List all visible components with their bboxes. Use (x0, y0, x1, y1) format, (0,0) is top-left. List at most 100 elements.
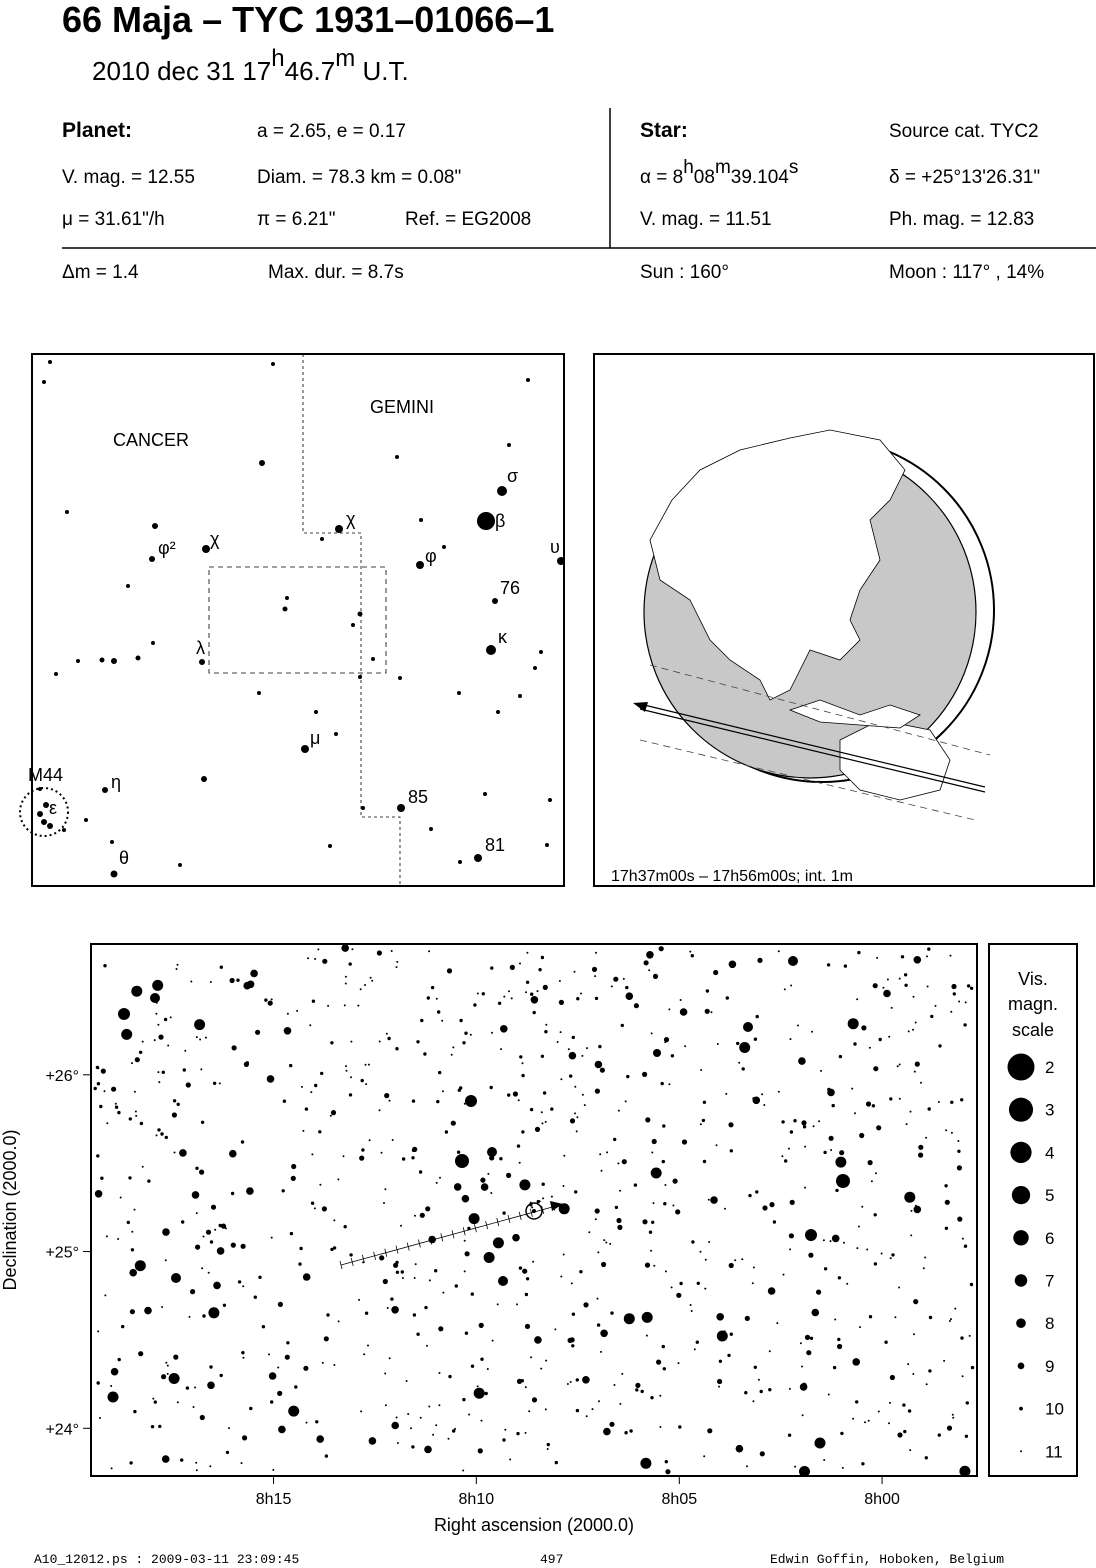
star (141, 1040, 144, 1043)
star (282, 1099, 287, 1103)
bright-star (743, 1022, 753, 1032)
star (435, 997, 438, 1000)
star (699, 1123, 702, 1126)
star (518, 1161, 521, 1164)
star (808, 1252, 814, 1258)
star (868, 1315, 873, 1319)
star (952, 1416, 955, 1419)
star (438, 1326, 444, 1332)
star (563, 1154, 566, 1157)
star (209, 1365, 213, 1369)
star (519, 1055, 523, 1059)
star (960, 1098, 964, 1102)
star (129, 1461, 133, 1465)
star (677, 1362, 680, 1365)
star (194, 1019, 206, 1031)
star (195, 1212, 198, 1215)
star (856, 1247, 859, 1250)
star (176, 1102, 180, 1107)
star (442, 1291, 445, 1294)
star (753, 1037, 758, 1041)
moon: Moon : 117° , 14% (889, 262, 1044, 283)
star (188, 1315, 191, 1318)
star (405, 1380, 408, 1382)
finder-star (65, 510, 69, 514)
star (131, 1062, 133, 1065)
star (161, 1374, 167, 1380)
star (428, 1279, 431, 1282)
star (349, 1253, 353, 1257)
star (664, 1184, 667, 1186)
star (907, 1030, 910, 1033)
footer-author: Edwin Goffin, Hoboken, Belgium (770, 1552, 1004, 1567)
islands (788, 699, 921, 729)
star (205, 1036, 207, 1039)
star (582, 1376, 590, 1384)
star (575, 1408, 580, 1413)
finder-star (539, 650, 543, 654)
frame (988, 943, 1078, 1477)
star (519, 1179, 531, 1191)
star (623, 1313, 635, 1325)
finder-star (314, 710, 318, 714)
star (168, 1373, 180, 1384)
star (609, 1242, 612, 1245)
star (594, 1060, 603, 1069)
scale-dot (1008, 1097, 1034, 1122)
star (670, 1054, 675, 1058)
finder-label: η (111, 772, 121, 792)
star (281, 1189, 285, 1193)
star (362, 1261, 365, 1264)
star (242, 1285, 245, 1288)
star (540, 955, 545, 960)
track-tick (440, 1233, 444, 1242)
star (762, 1205, 768, 1211)
star (613, 976, 619, 982)
star (816, 1289, 822, 1295)
star (152, 1397, 155, 1400)
star (524, 1292, 529, 1297)
star (521, 1130, 525, 1134)
star (914, 1204, 917, 1207)
planet-mu: μ = 31.61"/h (62, 209, 165, 230)
finder-star (497, 486, 507, 496)
star (155, 1012, 158, 1015)
finder-label: GEMINI (370, 397, 434, 417)
star (777, 1090, 780, 1093)
star (866, 1248, 869, 1251)
star (831, 1103, 835, 1108)
star (672, 1204, 675, 1207)
star (463, 1270, 466, 1273)
star (326, 1313, 330, 1317)
star (329, 1114, 332, 1117)
star (432, 1433, 435, 1436)
star (283, 1027, 292, 1035)
star (129, 1268, 137, 1277)
star (147, 1179, 151, 1183)
star (454, 1427, 457, 1430)
star (400, 1270, 404, 1274)
star (278, 1425, 286, 1434)
star (659, 1394, 662, 1397)
star (763, 1104, 766, 1106)
star (880, 1252, 883, 1255)
x-tick-label: 8h15 (256, 1491, 292, 1508)
star (583, 1104, 586, 1107)
star (656, 1359, 662, 1365)
star (873, 1066, 879, 1072)
star (926, 955, 928, 958)
star (243, 981, 251, 990)
star (536, 990, 539, 993)
star (898, 1286, 901, 1289)
star (691, 1240, 695, 1244)
star (558, 980, 561, 982)
star (596, 1323, 601, 1327)
star (268, 1353, 270, 1356)
star (755, 1190, 759, 1194)
star (202, 1314, 206, 1318)
star (583, 1302, 589, 1308)
star (626, 1074, 630, 1079)
star (428, 1405, 431, 1408)
star (957, 1140, 960, 1142)
finder-star (442, 545, 446, 549)
